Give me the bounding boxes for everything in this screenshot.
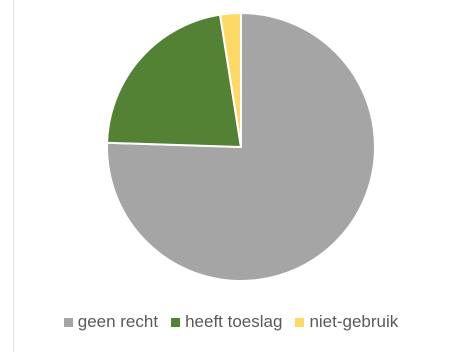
pie-slice-heeft-toeslag xyxy=(106,13,242,148)
legend-swatch xyxy=(295,317,305,327)
legend-label: heeft toeslag xyxy=(185,312,283,331)
legend-label: geen recht xyxy=(77,312,159,331)
chart-area-border xyxy=(13,0,14,352)
pie-slice-niet-gebruik xyxy=(219,12,242,148)
legend-item-niet-gebruik: niet-gebruik xyxy=(295,312,398,332)
legend-label: niet-gebruik xyxy=(309,312,399,331)
legend-swatch xyxy=(171,317,181,327)
legend-item-heeft-toeslag: heeft toeslag xyxy=(171,312,282,332)
legend: geen recht heeft toeslag niet-gebruik xyxy=(0,312,462,332)
pie-chart xyxy=(106,12,376,282)
legend-swatch xyxy=(63,317,73,327)
legend-item-geen-recht: geen recht xyxy=(63,312,159,332)
